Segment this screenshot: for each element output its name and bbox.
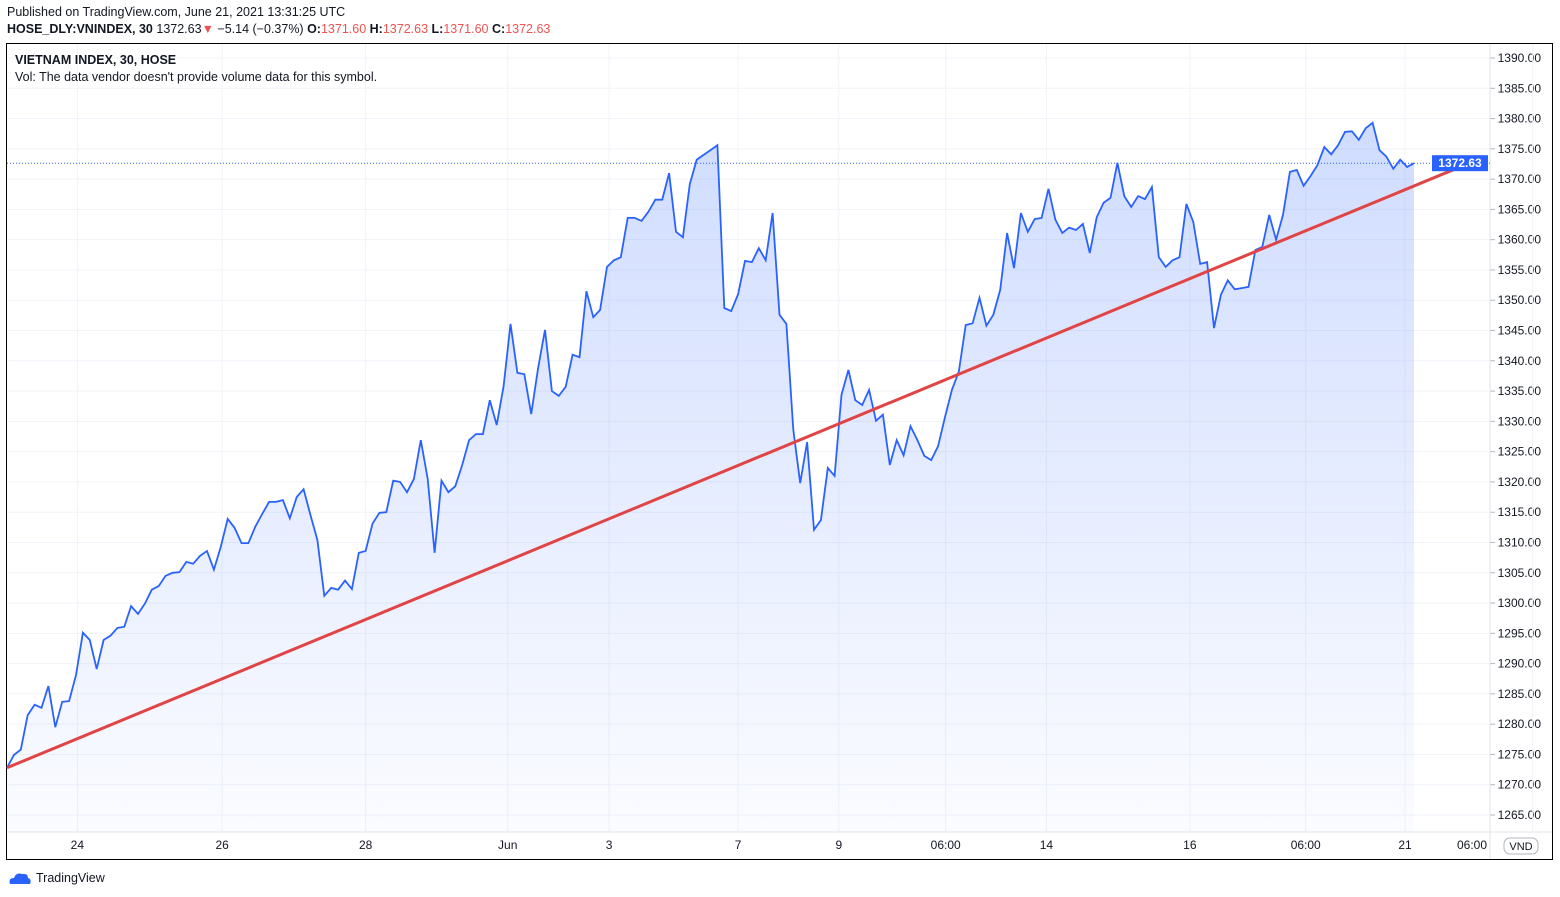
- x-tick-label: 14: [1040, 838, 1054, 852]
- y-tick-label: 1320.00: [1498, 475, 1542, 489]
- y-tick-label: 1390.00: [1498, 51, 1542, 65]
- x-tick-label: 7: [735, 838, 742, 852]
- low-label: L:: [431, 22, 444, 36]
- y-tick-label: 1370.00: [1498, 172, 1542, 186]
- y-tick-label: 1355.00: [1498, 263, 1542, 277]
- y-tick-label: 1325.00: [1498, 445, 1542, 459]
- y-tick-label: 1300.00: [1498, 596, 1542, 610]
- y-tick-label: 1340.00: [1498, 354, 1542, 368]
- y-tick-label: 1335.00: [1498, 384, 1542, 398]
- x-tick-label: 06:00: [1291, 838, 1321, 852]
- last-price-badge: [1432, 155, 1488, 172]
- y-tick-label: 1275.00: [1498, 747, 1542, 761]
- y-tick-label: 1280.00: [1498, 717, 1542, 731]
- symbol-name: HOSE_DLY:VNINDEX, 30: [7, 22, 153, 36]
- x-tick-label: 06:00: [931, 838, 961, 852]
- y-tick-label: 1380.00: [1498, 112, 1542, 126]
- y-tick-label: 1315.00: [1498, 505, 1542, 519]
- y-tick-label: 1385.00: [1498, 81, 1542, 95]
- symbol-legend: HOSE_DLY:VNINDEX, 30 1372.63▼ −5.14 (−0.…: [7, 22, 550, 36]
- x-tick-label: 24: [71, 838, 85, 852]
- open-value: 1371.60: [320, 22, 367, 36]
- y-tick-label: 1305.00: [1498, 566, 1542, 580]
- y-tick-label: 1265.00: [1498, 808, 1542, 822]
- x-tick-label: 3: [606, 838, 613, 852]
- down-arrow-icon: ▼: [201, 22, 214, 36]
- open-label: O:: [307, 22, 321, 36]
- x-tick-label: 16: [1183, 838, 1197, 852]
- y-tick-label: 1285.00: [1498, 687, 1542, 701]
- y-tick-label: 1290.00: [1498, 657, 1542, 671]
- x-tick-label: Jun: [498, 838, 517, 852]
- volume-notice: Vol: The data vendor doesn't provide vol…: [15, 70, 378, 84]
- y-tick-label: 1360.00: [1498, 233, 1542, 247]
- tradingview-cloud-icon: [9, 873, 31, 884]
- currency-button: [1503, 837, 1539, 855]
- trend-line: [6, 161, 1470, 770]
- x-tick-label: 26: [216, 838, 230, 852]
- last-price: 1372.63: [156, 22, 202, 36]
- y-tick-label: 1270.00: [1498, 778, 1542, 792]
- y-tick-label: 1365.00: [1498, 202, 1542, 216]
- close-label: C:: [492, 22, 506, 36]
- y-tick-label: 1330.00: [1498, 414, 1542, 428]
- close-value: 1372.63: [505, 22, 551, 36]
- high-value: 1372.63: [382, 22, 429, 36]
- x-tick-label: 21: [1398, 838, 1412, 852]
- pane-title: VIETNAM INDEX, 30, HOSE: [15, 53, 177, 67]
- chart-frame[interactable]: [6, 43, 1553, 860]
- x-tick-label: 06:00: [1457, 838, 1487, 852]
- x-tick-label: 9: [835, 838, 842, 852]
- published-info: Published on TradingView.com, June 21, 2…: [7, 5, 346, 19]
- x-tick-label: 28: [359, 838, 373, 852]
- y-tick-label: 1295.00: [1498, 626, 1542, 640]
- y-tick-label: 1350.00: [1498, 293, 1542, 307]
- high-label: H:: [369, 22, 383, 36]
- tradingview-logo[interactable]: TradingView: [8, 871, 105, 885]
- currency-label: VND: [1509, 841, 1532, 853]
- price-change: −5.14 (−0.37%): [217, 22, 304, 36]
- y-tick-label: 1375.00: [1498, 142, 1542, 156]
- y-tick-label: 1345.00: [1498, 324, 1542, 338]
- low-value: 1371.60: [443, 22, 489, 36]
- last-price-label: 1372.63: [1438, 156, 1482, 170]
- y-tick-label: 1310.00: [1498, 535, 1542, 549]
- price-line: [6, 121, 1415, 769]
- brand-name: TradingView: [36, 871, 105, 885]
